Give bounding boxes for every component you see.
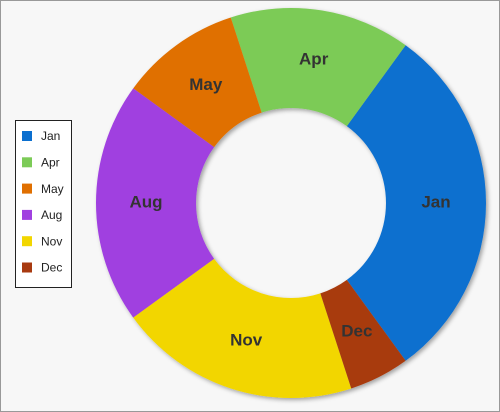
- legend: Jan Apr May Aug Nov Dec: [22, 129, 64, 275]
- legend-swatch: [22, 262, 32, 273]
- legend-swatch: [22, 236, 32, 247]
- slice-label: Jan: [421, 192, 450, 211]
- slice-label: Dec: [341, 322, 372, 341]
- slice: [320, 279, 406, 389]
- slice-label: May: [189, 75, 223, 94]
- legend-label: Aug: [41, 208, 62, 222]
- slice: [95, 88, 215, 318]
- legend-label: Apr: [41, 155, 60, 169]
- legend-label: May: [41, 182, 64, 196]
- slice: [230, 8, 406, 127]
- legend-swatch: [22, 209, 32, 220]
- legend-swatch: [22, 157, 32, 168]
- legend-swatch: [22, 183, 32, 194]
- donut: [95, 8, 487, 398]
- legend-label: Nov: [41, 234, 62, 248]
- slice: [133, 17, 262, 148]
- slice: [133, 258, 352, 398]
- slice-label: Apr: [299, 49, 329, 68]
- slice-label: Aug: [129, 192, 162, 211]
- legend-label: Jan: [41, 129, 60, 143]
- slice-label: Nov: [230, 330, 263, 349]
- slice-labels: Jan Apr May Aug Nov Dec: [129, 49, 450, 349]
- legend-box: [15, 120, 72, 288]
- legend-swatch: [22, 131, 32, 141]
- legend-label: Dec: [41, 261, 62, 275]
- slice: [346, 45, 487, 361]
